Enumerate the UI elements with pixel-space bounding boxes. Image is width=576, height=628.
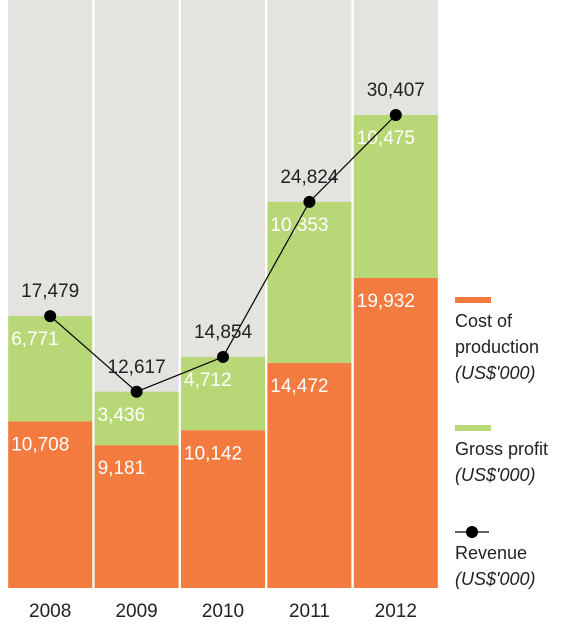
x-tick-label: 2008 bbox=[29, 601, 71, 622]
legend-label: Gross profit bbox=[455, 439, 549, 459]
bar-value-label: 14,472 bbox=[270, 376, 328, 397]
legend-dot bbox=[466, 526, 478, 538]
legend-item: Gross profit (US$'000) bbox=[455, 420, 573, 488]
revenue-point bbox=[303, 195, 316, 208]
bar-segment bbox=[353, 277, 438, 588]
bar-value-label: 10,142 bbox=[184, 443, 242, 464]
revenue-value-label: 12,617 bbox=[108, 357, 166, 378]
bar-value-label: 9,181 bbox=[98, 458, 146, 479]
bar-value-label: 19,932 bbox=[357, 291, 415, 312]
bar-value-label: 3,436 bbox=[98, 405, 146, 426]
bar-segment bbox=[267, 362, 352, 588]
revenue-point bbox=[130, 385, 143, 398]
x-tick-label: 2010 bbox=[202, 601, 244, 622]
bar-segment bbox=[181, 430, 265, 588]
legend-swatch bbox=[455, 297, 491, 303]
legend-unit: (US$'000) bbox=[455, 363, 536, 383]
legend-rect bbox=[455, 425, 491, 431]
bar-segment bbox=[181, 356, 265, 431]
revenue-point bbox=[389, 109, 402, 122]
revenue-value-label: 24,824 bbox=[280, 167, 339, 188]
bar-value-label: 10,475 bbox=[357, 128, 415, 149]
bar-segment bbox=[8, 421, 93, 588]
x-tick-label: 2009 bbox=[115, 601, 157, 622]
x-tick-label: 2012 bbox=[375, 601, 417, 622]
revenue-value-label: 17,479 bbox=[21, 281, 79, 302]
revenue-value-label: 14,854 bbox=[194, 322, 253, 343]
bar-value-label: 4,712 bbox=[184, 370, 232, 391]
legend-item: Cost of production (US$'000) bbox=[455, 292, 573, 386]
bar-value-label: 10,353 bbox=[270, 215, 328, 236]
legend-unit: (US$'000) bbox=[455, 569, 536, 589]
bar-segment bbox=[353, 115, 438, 278]
legend-label: Cost of production bbox=[455, 311, 540, 357]
revenue-point bbox=[217, 350, 229, 363]
bar-segment bbox=[8, 316, 93, 422]
legend-rect bbox=[455, 297, 491, 303]
bar-segment bbox=[94, 391, 179, 446]
legend-swatch bbox=[455, 425, 491, 431]
legend-unit: (US$'000) bbox=[455, 465, 536, 485]
revenue-point bbox=[44, 310, 57, 323]
bar-segment bbox=[94, 445, 179, 588]
revenue-value-label: 30,407 bbox=[367, 80, 425, 101]
legend-item: Revenue (US$'000) bbox=[455, 524, 573, 592]
bar-value-label: 6,771 bbox=[11, 329, 59, 350]
x-tick-label: 2011 bbox=[289, 601, 330, 622]
bar-segment bbox=[267, 201, 352, 363]
legend-swatch bbox=[455, 526, 489, 538]
legend-label: Revenue bbox=[455, 543, 528, 563]
bar-value-label: 10,708 bbox=[11, 434, 69, 455]
